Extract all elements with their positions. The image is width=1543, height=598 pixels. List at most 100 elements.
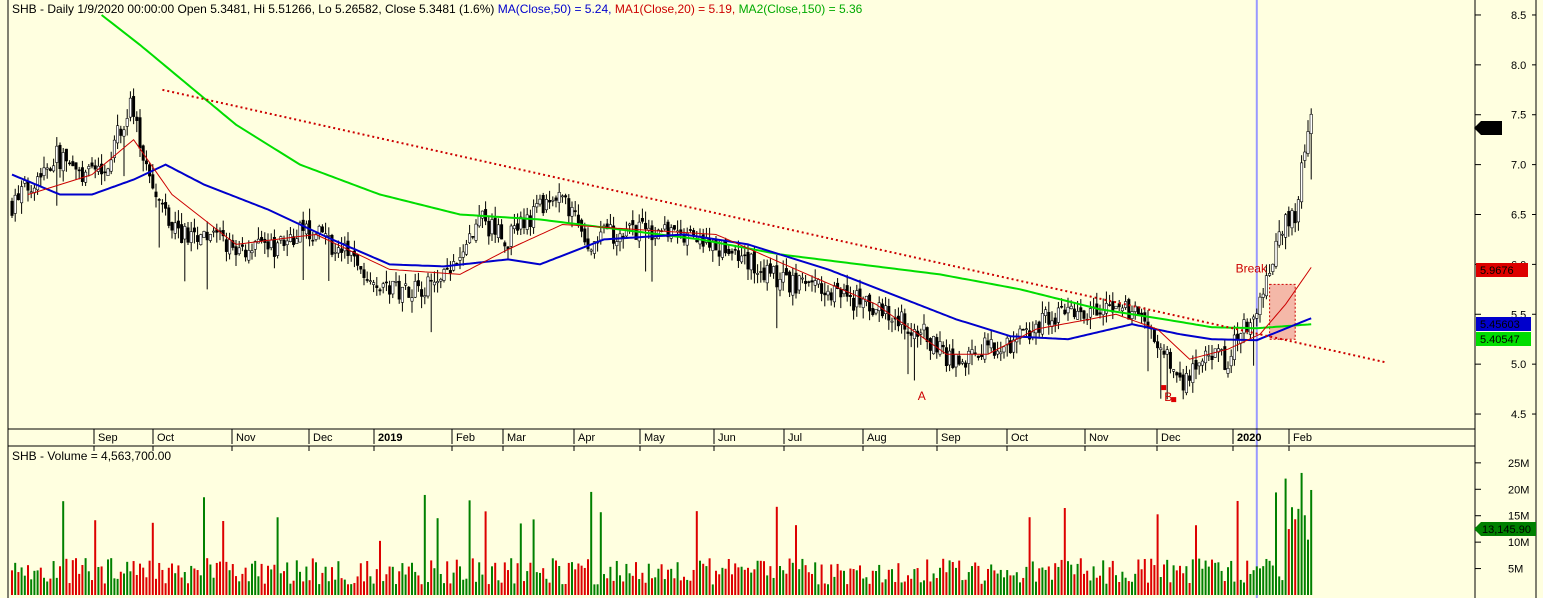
volume-bar bbox=[897, 563, 900, 595]
volume-bar bbox=[52, 561, 55, 595]
candle-body bbox=[999, 351, 1003, 355]
volume-bar bbox=[49, 578, 52, 595]
volume-bar bbox=[1140, 569, 1143, 595]
volume-bar bbox=[958, 560, 961, 595]
candle-body bbox=[583, 228, 587, 243]
axes: 4.55.05.56.06.57.07.58.08.55M10M15M20M25… bbox=[93, 10, 1536, 576]
volume-bar bbox=[369, 576, 372, 595]
volume-bar bbox=[1063, 508, 1066, 595]
candle-body bbox=[848, 294, 852, 297]
volume-bar bbox=[740, 566, 743, 595]
candle-body bbox=[1079, 307, 1083, 313]
candle-body bbox=[224, 239, 228, 252]
candle-body bbox=[554, 197, 558, 201]
candle-body bbox=[109, 159, 113, 172]
candle-body bbox=[826, 290, 830, 296]
candle-body bbox=[298, 222, 302, 243]
candle-body bbox=[756, 273, 760, 275]
candle-body bbox=[487, 220, 491, 237]
candle-body bbox=[816, 279, 820, 285]
candle-body bbox=[855, 290, 859, 308]
candle-body bbox=[503, 242, 507, 247]
volume-bar bbox=[955, 567, 957, 595]
volume-bar bbox=[491, 566, 493, 595]
candle-body bbox=[938, 341, 942, 355]
volume-bar bbox=[1012, 575, 1015, 595]
volume-bar bbox=[116, 578, 119, 595]
volume-bar bbox=[977, 565, 980, 595]
volume-bar bbox=[177, 565, 180, 595]
volume-bar bbox=[631, 575, 634, 595]
volume-bar bbox=[1278, 576, 1281, 595]
volume-bar bbox=[1259, 568, 1261, 595]
candle-body bbox=[1178, 372, 1182, 378]
volume-bar bbox=[247, 581, 250, 595]
candle-body bbox=[36, 176, 40, 191]
candle-body bbox=[458, 257, 462, 261]
header-ma20: MA1(Close,20) = 5.19, bbox=[615, 2, 735, 16]
candle-body bbox=[935, 337, 939, 353]
candle-body bbox=[560, 195, 564, 198]
volume-bar bbox=[692, 569, 695, 595]
volume-bar bbox=[356, 576, 359, 595]
volume-bar bbox=[1054, 563, 1057, 595]
candle-body bbox=[1120, 307, 1124, 312]
candle-body bbox=[989, 339, 993, 349]
volume-bar bbox=[452, 572, 455, 595]
volume-bar bbox=[772, 577, 775, 595]
candle-body bbox=[272, 236, 276, 257]
volume-bar bbox=[686, 579, 689, 595]
volume-bar bbox=[196, 570, 199, 595]
candle-body bbox=[589, 249, 593, 252]
volume-bar bbox=[321, 572, 324, 595]
volume-bar bbox=[1294, 519, 1297, 595]
candle-body bbox=[1274, 240, 1278, 267]
candle-body bbox=[1255, 313, 1259, 319]
candle-body bbox=[516, 223, 520, 231]
volume-bar bbox=[27, 565, 29, 595]
candle-body bbox=[468, 233, 472, 244]
candle-body bbox=[986, 340, 990, 346]
volume-bar bbox=[1223, 581, 1226, 595]
volume-bar bbox=[94, 520, 97, 595]
volume-tick-label: 10M bbox=[1508, 537, 1529, 549]
volume-bar bbox=[561, 584, 564, 595]
volume-bar bbox=[593, 584, 596, 595]
volume-bar bbox=[759, 560, 762, 595]
month-tick-label: Nov bbox=[1089, 432, 1109, 444]
candle-body bbox=[679, 229, 683, 234]
candle-body bbox=[823, 292, 827, 296]
candle-body bbox=[432, 281, 436, 286]
volume-bar bbox=[372, 583, 375, 595]
volume-bar bbox=[423, 494, 426, 595]
candle-body bbox=[138, 117, 142, 149]
volume-bar bbox=[375, 569, 378, 595]
candle-body bbox=[1280, 233, 1284, 236]
volume-bar bbox=[1102, 560, 1105, 595]
volume-bar bbox=[583, 567, 586, 595]
candle-body bbox=[87, 166, 91, 170]
month-tick-label: Dec bbox=[1161, 432, 1181, 444]
volume-bar bbox=[532, 519, 535, 595]
candle-body bbox=[909, 332, 913, 336]
volume-bar bbox=[855, 570, 858, 595]
candle-body bbox=[570, 207, 574, 217]
volume-bar bbox=[619, 575, 621, 595]
badge-volume-value: 13,145.90 bbox=[1482, 524, 1531, 536]
volume-bar bbox=[1099, 575, 1101, 595]
volume-bar bbox=[379, 540, 381, 595]
volume-bars bbox=[11, 472, 1313, 595]
volume-header: SHB - Volume = 4,563,700.00 bbox=[12, 449, 171, 463]
candle-body bbox=[1028, 330, 1032, 340]
candle-body bbox=[586, 238, 590, 250]
volume-bar bbox=[1163, 564, 1165, 595]
candle-body bbox=[1076, 310, 1080, 320]
volume-bar bbox=[65, 558, 68, 595]
volume-bar bbox=[43, 577, 45, 595]
volume-bar bbox=[1268, 560, 1271, 595]
volume-bar bbox=[484, 511, 487, 595]
volume-bar bbox=[916, 568, 919, 595]
volume-bar bbox=[164, 583, 167, 595]
volume-bar bbox=[721, 567, 724, 595]
candle-body bbox=[157, 199, 161, 201]
